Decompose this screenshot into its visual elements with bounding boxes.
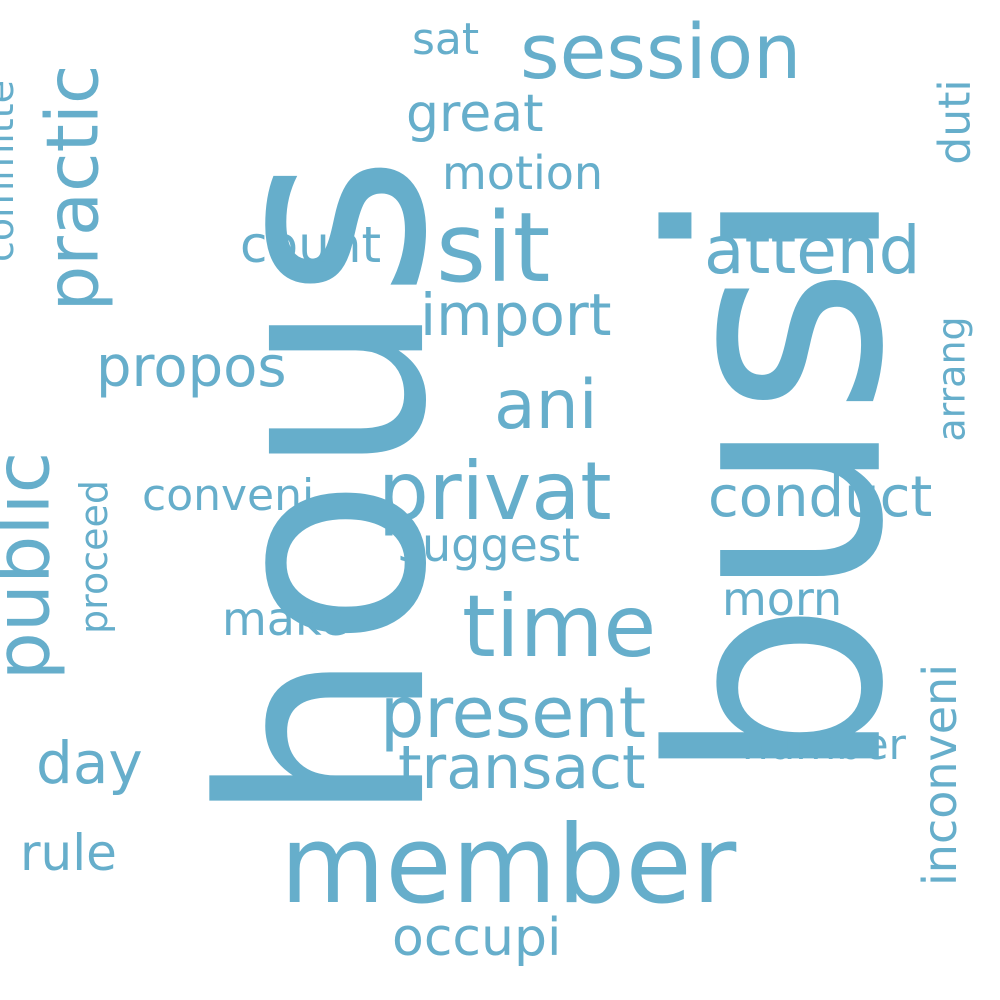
word-privat: privat bbox=[378, 445, 612, 538]
word-propos: propos bbox=[96, 335, 287, 400]
word-count: count bbox=[240, 216, 382, 274]
word-ani: ani bbox=[494, 366, 598, 445]
word-member: member bbox=[280, 803, 737, 928]
word-transact: transact bbox=[398, 733, 646, 803]
word-import: import bbox=[420, 281, 612, 349]
word-motion: motion bbox=[442, 146, 604, 200]
word-make: make bbox=[222, 592, 349, 646]
word-practic: practic bbox=[30, 64, 115, 312]
word-time: time bbox=[462, 577, 657, 677]
word-great: great bbox=[406, 84, 544, 144]
word-morn: morn bbox=[722, 572, 843, 626]
word-arrang: arrang bbox=[929, 316, 974, 442]
word-occupi: occupi bbox=[392, 908, 562, 968]
word-conduct: conduct bbox=[708, 465, 933, 530]
word-duti: duti bbox=[929, 79, 981, 165]
word-session: session bbox=[520, 7, 802, 96]
word-sat: sat bbox=[412, 14, 480, 65]
word-committe: committe bbox=[0, 80, 22, 262]
word-conveni: conveni bbox=[142, 470, 315, 521]
word-rule: rule bbox=[20, 824, 117, 882]
word-day: day bbox=[36, 729, 143, 797]
word-attend: attend bbox=[704, 212, 921, 289]
word-present: present bbox=[380, 672, 647, 754]
word-sit: sit bbox=[436, 192, 551, 304]
word-public: public bbox=[0, 451, 67, 681]
word-proceed: proceed bbox=[71, 480, 116, 634]
word-inconveni: inconveni bbox=[912, 664, 967, 886]
word-suggest: suggest bbox=[398, 518, 580, 572]
word-number: number bbox=[742, 720, 906, 769]
